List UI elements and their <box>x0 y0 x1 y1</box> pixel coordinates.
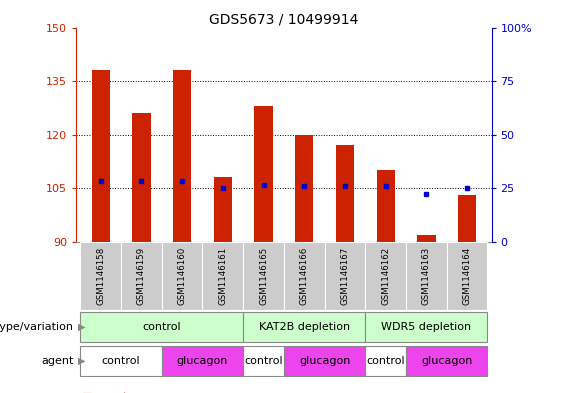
Bar <box>325 242 366 310</box>
Bar <box>376 170 395 242</box>
Title: GDS5673 / 10499914: GDS5673 / 10499914 <box>209 12 359 26</box>
Text: GSM1146167: GSM1146167 <box>341 247 350 305</box>
Bar <box>162 345 243 376</box>
Text: GSM1146158: GSM1146158 <box>96 247 105 305</box>
Bar <box>366 312 488 342</box>
Bar <box>92 70 110 242</box>
Text: glucagon: glucagon <box>421 356 472 365</box>
Bar <box>417 235 436 242</box>
Text: WDR5 depletion: WDR5 depletion <box>381 322 471 332</box>
Text: GSM1146165: GSM1146165 <box>259 247 268 305</box>
Text: ■ count: ■ count <box>82 392 128 393</box>
Bar <box>458 195 476 242</box>
Text: GSM1146161: GSM1146161 <box>218 247 227 305</box>
Bar <box>243 345 284 376</box>
Bar <box>336 145 354 242</box>
Bar <box>406 242 447 310</box>
Text: control: control <box>366 356 405 365</box>
Text: ▶: ▶ <box>78 356 85 365</box>
Bar <box>202 242 243 310</box>
Text: GSM1146166: GSM1146166 <box>300 247 308 305</box>
Bar <box>80 345 162 376</box>
Text: glucagon: glucagon <box>299 356 350 365</box>
Text: GSM1146159: GSM1146159 <box>137 247 146 305</box>
Bar <box>366 242 406 310</box>
Bar <box>406 345 488 376</box>
Text: GSM1146163: GSM1146163 <box>422 247 431 305</box>
Text: GSM1146164: GSM1146164 <box>463 247 472 305</box>
Text: GSM1146162: GSM1146162 <box>381 247 390 305</box>
Bar <box>121 242 162 310</box>
Bar <box>284 242 325 310</box>
Bar <box>243 312 366 342</box>
Bar <box>284 345 366 376</box>
Bar <box>162 242 202 310</box>
Text: control: control <box>244 356 283 365</box>
Bar <box>366 345 406 376</box>
Bar <box>80 312 243 342</box>
Bar <box>447 242 488 310</box>
Text: agent: agent <box>41 356 73 365</box>
Bar <box>173 70 192 242</box>
Bar <box>80 242 121 310</box>
Text: KAT2B depletion: KAT2B depletion <box>259 322 350 332</box>
Bar <box>254 106 273 242</box>
Text: GSM1146160: GSM1146160 <box>177 247 186 305</box>
Bar <box>243 242 284 310</box>
Text: ▶: ▶ <box>78 322 85 332</box>
Text: control: control <box>142 322 181 332</box>
Bar <box>214 177 232 242</box>
Bar <box>295 134 314 242</box>
Text: glucagon: glucagon <box>177 356 228 365</box>
Text: genotype/variation: genotype/variation <box>0 322 73 332</box>
Bar <box>132 113 151 242</box>
Text: control: control <box>102 356 140 365</box>
